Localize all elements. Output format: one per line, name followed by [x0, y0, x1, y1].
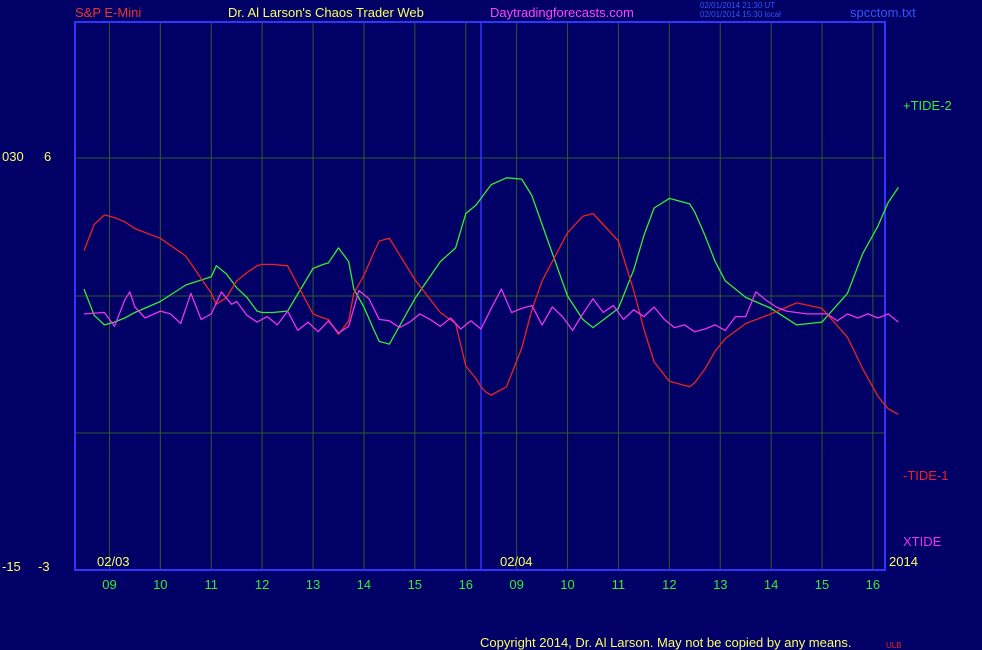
- series-line-tide-plus: [83, 177, 899, 345]
- x-tick-label: 11: [205, 577, 219, 592]
- legend-xtide: XTIDE: [903, 534, 942, 549]
- x-tick-label: 15: [408, 577, 422, 592]
- file-name: spcctom.txt: [850, 5, 916, 20]
- x-tick-label: 11: [612, 577, 626, 592]
- copyright: Copyright 2014, Dr. Al Larson. May not b…: [480, 635, 851, 650]
- x-tick-label: 16: [459, 577, 473, 592]
- x-tick-label: 14: [357, 577, 371, 592]
- author-title: Dr. Al Larson's Chaos Trader Web: [228, 5, 424, 20]
- x-tick-label: 12: [662, 577, 676, 592]
- legend-tide-minus: -TIDE-1: [903, 468, 949, 483]
- series-lines: [83, 177, 899, 415]
- date-label-second: 02/04: [500, 554, 533, 569]
- left-axis-lower-outer: -15: [2, 559, 21, 574]
- left-axis-lower-inner: -3: [38, 559, 50, 574]
- x-tick-label: 14: [764, 577, 778, 592]
- instrument-title: S&P E-Mini: [75, 5, 141, 20]
- x-tick-label: 09: [102, 577, 116, 592]
- corner-mark: ULB: [886, 641, 902, 650]
- x-tick-label: 15: [815, 577, 829, 592]
- series-line-tide-minus: [83, 212, 899, 415]
- x-tick-label: 16: [866, 577, 880, 592]
- year-label: 2014: [889, 554, 918, 569]
- grid-lines: [75, 22, 885, 570]
- site-title: Daytradingforecasts.com: [490, 5, 634, 20]
- left-axis-upper-outer: 030: [2, 149, 24, 164]
- legend-tide-plus: +TIDE-2: [903, 98, 952, 113]
- x-tick-labels: 09 10 11 12 13 14 15 16 09 10 11 12 13 14 15 16: [102, 577, 880, 592]
- x-tick-label: 13: [306, 577, 320, 592]
- plot-frame: [74, 21, 886, 571]
- x-tick-label: 09: [509, 577, 523, 592]
- series-line-xtide: [83, 288, 899, 334]
- left-axis-upper-inner: 6: [44, 149, 51, 164]
- date-label-first: 02/03: [97, 554, 130, 569]
- x-tick-label: 10: [560, 577, 574, 592]
- time-local: 02/01/2014 15:30 local: [700, 10, 781, 19]
- x-tick-label: 10: [153, 577, 167, 592]
- x-tick-label: 12: [255, 577, 269, 592]
- time-ut: 02/01/2014 21:30 UT: [700, 1, 775, 10]
- x-tick-label: 13: [713, 577, 727, 592]
